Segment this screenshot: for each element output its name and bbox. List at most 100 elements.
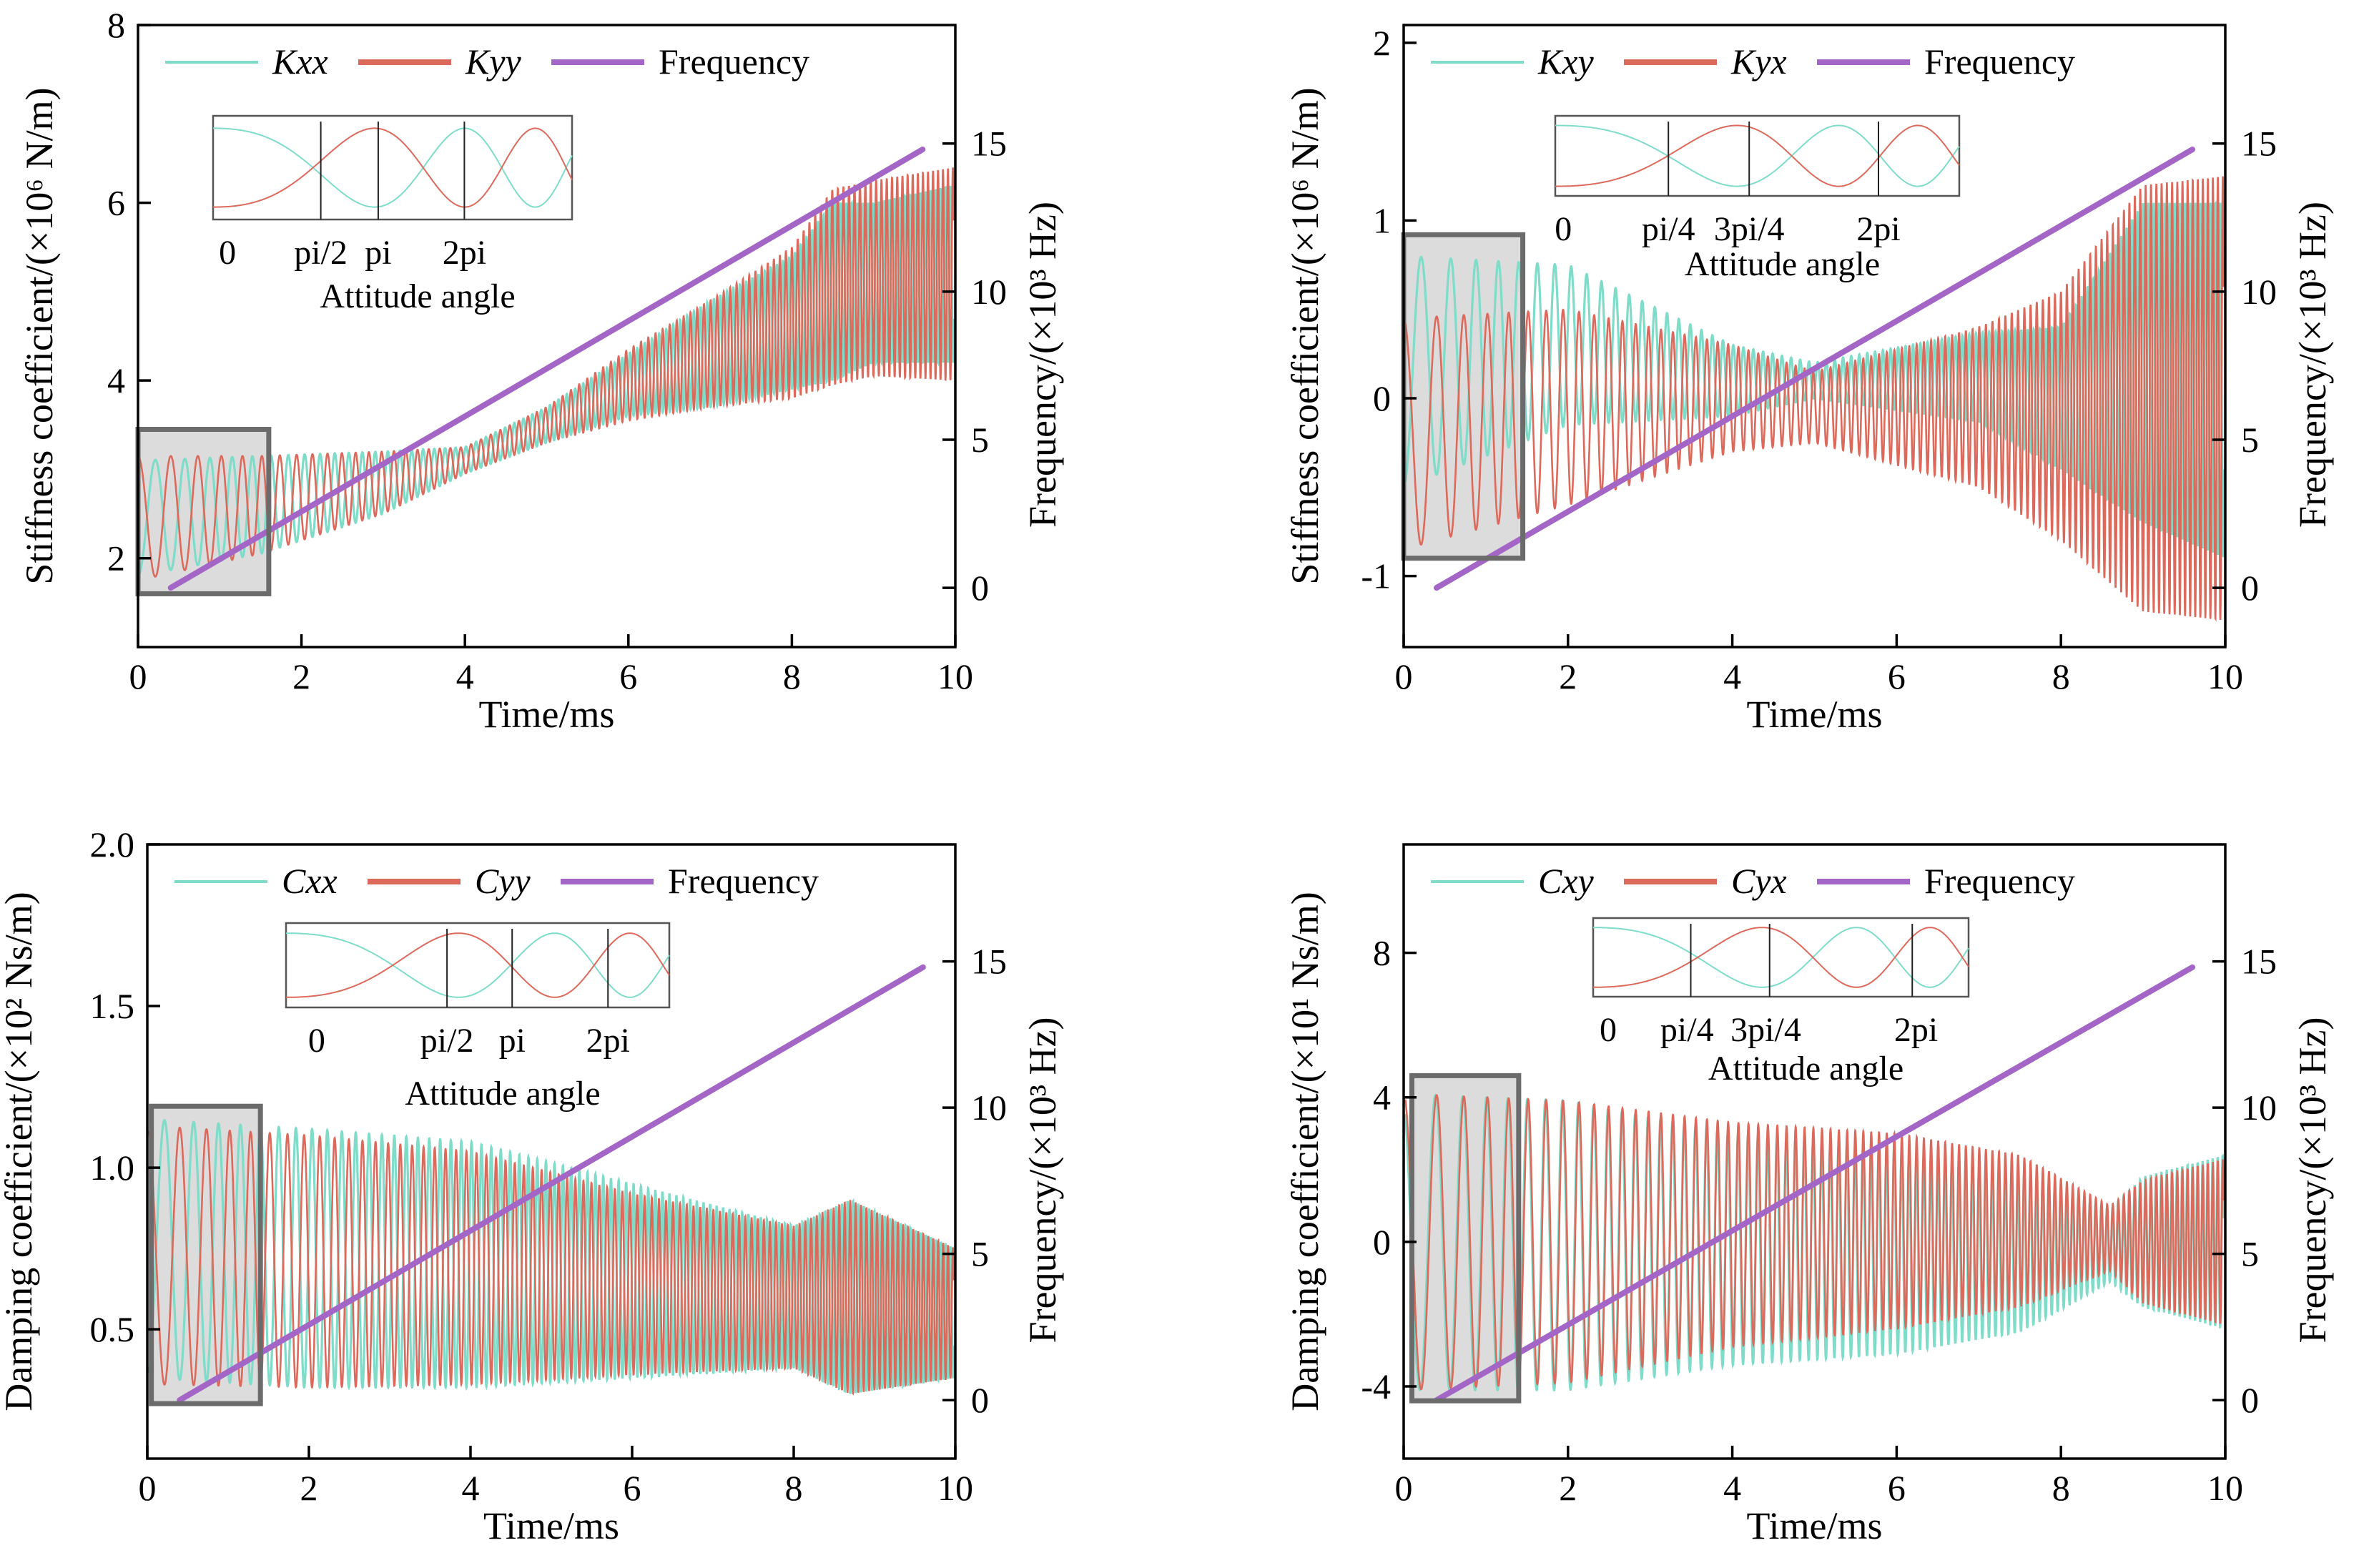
y-tick-label: 4 xyxy=(107,360,125,400)
legend-label: Frequency xyxy=(659,41,809,82)
highlight-box-fill xyxy=(1404,235,1523,558)
y-tick-label: 0 xyxy=(1373,378,1391,418)
y-tick-label: 2 xyxy=(1373,23,1391,63)
inset-tick-label: 3pi/4 xyxy=(1714,210,1785,248)
y2-axis-title: Frequency/(×10³ Hz) xyxy=(2291,202,2334,528)
legend-label: Cyy xyxy=(475,861,531,901)
x-tick-label: 2 xyxy=(1559,1468,1577,1508)
x-tick-label: 10 xyxy=(2207,1468,2243,1508)
inset-curve xyxy=(1593,927,1969,988)
inset-tick-label: 0 xyxy=(1555,210,1572,248)
x-tick-label: 4 xyxy=(1723,656,1741,696)
x-axis-title: Time/ms xyxy=(1746,693,1882,736)
y-tick-label: 8 xyxy=(107,5,125,45)
y2-tick-label: 10 xyxy=(971,1088,1007,1128)
inset-tick-label: pi/2 xyxy=(420,1022,474,1060)
x-tick-label: 0 xyxy=(129,656,147,696)
y2-tick-label: 0 xyxy=(971,568,989,608)
y2-tick-label: 0 xyxy=(2241,1380,2259,1420)
series-line-frequency xyxy=(1433,964,2196,1404)
inset-tick-label: pi/4 xyxy=(1660,1011,1714,1049)
y-axis-title: Stiffness coefficient/(×10⁶ N/m) xyxy=(18,87,61,584)
y-tick-label: -4 xyxy=(1361,1366,1391,1406)
y2-tick-label: 15 xyxy=(2241,124,2277,164)
inset-tick-label: pi/4 xyxy=(1642,210,1695,248)
y-tick-label: 2 xyxy=(107,538,125,578)
inset-title: Attitude angle xyxy=(1708,1050,1903,1088)
inset-tick-label: pi xyxy=(365,234,391,272)
legend-label: Cxy xyxy=(1538,861,1595,901)
x-axis-title: Time/ms xyxy=(478,693,614,736)
x-tick-label: 6 xyxy=(619,656,637,696)
x-tick-label: 4 xyxy=(456,656,474,696)
inset-curve xyxy=(286,932,670,998)
series-line-Cyx xyxy=(1404,1094,2225,1391)
x-tick-label: 6 xyxy=(624,1468,641,1508)
y2-tick-label: 0 xyxy=(971,1380,989,1420)
y2-tick-label: 10 xyxy=(971,272,1007,312)
y-tick-label: 1.5 xyxy=(90,986,135,1026)
x-tick-label: 8 xyxy=(2052,656,2070,696)
y2-tick-label: 5 xyxy=(971,420,989,460)
y2-tick-label: 0 xyxy=(2241,568,2259,608)
inset-curve xyxy=(286,932,670,998)
legend: Kxx Kyy Frequency xyxy=(165,41,809,82)
inset-frame xyxy=(212,114,573,221)
y-tick-label: 0 xyxy=(1373,1222,1391,1262)
plot-area xyxy=(1404,176,2225,622)
plot-frame xyxy=(137,24,957,649)
y2-tick-label: 10 xyxy=(2241,1088,2277,1128)
inset-curve xyxy=(213,127,573,208)
chart-panel-stiffness-direct: 0 2 4 6 8 10 2 4 6 8 0 5 10 15 Time/ms Stiffness coeffi… xyxy=(18,5,1064,736)
y-tick-label: 8 xyxy=(1373,933,1391,973)
x-axis-title: Time/ms xyxy=(1746,1504,1882,1547)
x-tick-label: 10 xyxy=(2207,656,2243,696)
legend-label: Cxx xyxy=(282,861,338,901)
legend: Kxy Kyx Frequency xyxy=(1431,41,2075,82)
inset-title: Attitude angle xyxy=(320,277,515,315)
legend-label: Frequency xyxy=(668,861,819,901)
y-tick-label: 6 xyxy=(107,183,125,223)
inset-tick-label: 2pi xyxy=(586,1022,630,1060)
legend-label: Kxy xyxy=(1537,41,1595,82)
legend-label: Kyx xyxy=(1730,41,1787,82)
inset-tick-label: 2pi xyxy=(443,234,486,272)
series-line-Cyy xyxy=(148,1126,955,1396)
inset-tick-label: 0 xyxy=(308,1022,325,1060)
x-tick-label: 4 xyxy=(462,1468,480,1508)
y2-tick-label: 5 xyxy=(2241,1234,2259,1274)
y-tick-label: 2.0 xyxy=(90,824,135,864)
y2-tick-label: 5 xyxy=(971,1234,989,1274)
y2-axis-title: Frequency/(×10³ Hz) xyxy=(1021,202,1064,528)
legend-label: Kyy xyxy=(465,41,522,82)
x-tick-label: 2 xyxy=(300,1468,318,1508)
chart-panel-damping-direct: 0 2 4 6 8 10 0.5 1.0 1.5 2.0 0 5 10 15 Time/ms Damping … xyxy=(0,824,1064,1547)
series-line-Kyy xyxy=(139,167,955,578)
plot-frame xyxy=(1402,24,2227,649)
x-tick-label: 0 xyxy=(139,1468,157,1508)
x-tick-label: 8 xyxy=(785,1468,803,1508)
inset-curve xyxy=(1593,927,1969,988)
legend: Cxy Cyx Frequency xyxy=(1431,861,2075,901)
y-axis-title: Damping coefficient/(×10¹ Ns/m) xyxy=(1284,892,1326,1411)
legend-label: Frequency xyxy=(1924,861,2075,901)
x-tick-label: 6 xyxy=(1888,1468,1906,1508)
series-line-frequency xyxy=(1433,147,2196,591)
inset: 0 pi/2 pi 2pi Attitude angle xyxy=(212,114,573,315)
plot-area xyxy=(138,167,955,578)
inset-tick-label: pi/2 xyxy=(294,234,348,272)
inset-tick-label: pi xyxy=(499,1022,526,1060)
plot-frame xyxy=(1402,843,2227,1460)
inset-tick-label: 2pi xyxy=(1856,210,1900,248)
highlight-box-border xyxy=(1409,1073,1522,1404)
y-tick-label: 1 xyxy=(1373,200,1391,240)
series-line-Kyx xyxy=(1404,176,2225,622)
x-tick-label: 4 xyxy=(1723,1468,1741,1508)
x-axis-title: Time/ms xyxy=(483,1504,619,1547)
x-tick-label: 0 xyxy=(1395,1468,1413,1508)
y2-tick-label: 10 xyxy=(2241,272,2277,312)
inset-tick-label: 2pi xyxy=(1894,1011,1938,1049)
chart-panel-stiffness-cross: 0 2 4 6 8 10 -1 0 1 2 0 5 10 15 Time/ms Stiffness coeff… xyxy=(1284,23,2334,736)
